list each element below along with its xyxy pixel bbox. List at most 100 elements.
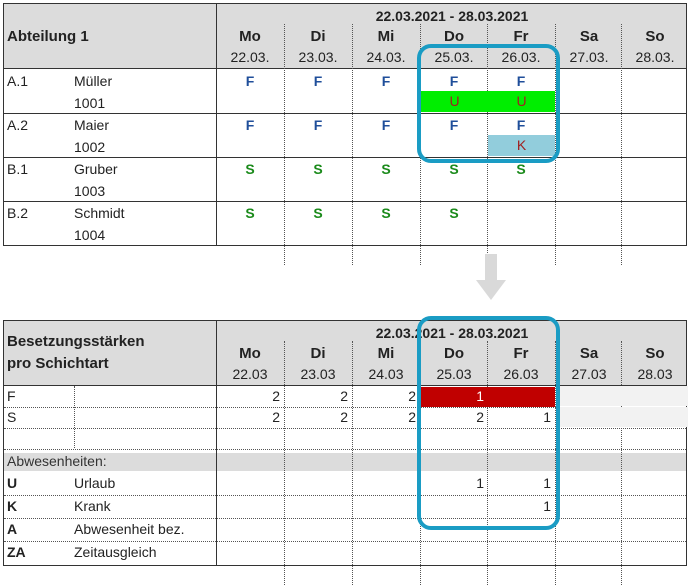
alert-cell: [421, 387, 488, 407]
employee-id: 1004: [74, 227, 106, 243]
day-date: 24.03: [368, 366, 404, 382]
employee-code: B.2: [7, 205, 29, 221]
day-date: 28.03: [637, 366, 673, 382]
shift-cell[interactable]: F: [381, 73, 391, 89]
shift-cell[interactable]: F: [313, 73, 323, 89]
absence-code: K: [7, 498, 18, 514]
shift-cell[interactable]: S: [449, 161, 459, 177]
day-date: 26.03: [503, 366, 539, 382]
day-name: Di: [310, 28, 326, 45]
employee-name: Maier: [74, 117, 110, 133]
employee-name: Schmidt: [74, 205, 125, 221]
row-divider: [4, 113, 686, 114]
count-cell[interactable]: 2: [408, 388, 416, 404]
department-title: Abteilung 1: [7, 28, 89, 45]
absence-label: Urlaub: [74, 475, 116, 491]
absence-label: Abwesenheit bez.: [74, 521, 185, 537]
count-cell[interactable]: 1: [476, 388, 484, 404]
row-divider: [4, 157, 686, 158]
count-cell[interactable]: 2: [340, 388, 348, 404]
column-divider: [216, 321, 217, 565]
staffing-table: Besetzungsstärken pro Schichtart 22.03.2…: [3, 320, 688, 585]
count-cell[interactable]: 2: [340, 409, 348, 425]
column-divider: [352, 341, 353, 585]
day-name: So: [645, 345, 665, 362]
column-divider: [216, 4, 217, 245]
column-divider: [487, 341, 488, 585]
day-name: Mo: [239, 28, 261, 45]
shift-cell[interactable]: S: [313, 205, 323, 221]
highlight-box-top: [417, 44, 560, 163]
day-date: 22.03.: [230, 49, 270, 65]
count-cell[interactable]: 1: [543, 409, 551, 425]
absence-cell[interactable]: U: [488, 91, 555, 112]
day-name: Mo: [239, 345, 261, 362]
day-date: 24.03.: [366, 49, 406, 65]
column-divider: [74, 386, 75, 448]
shift-cell[interactable]: S: [381, 205, 391, 221]
count-cell[interactable]: 2: [476, 409, 484, 425]
shift-code: S: [7, 409, 17, 425]
employee-code: B.1: [7, 161, 29, 177]
shift-cell[interactable]: F: [381, 117, 391, 133]
absence-cell[interactable]: K: [488, 135, 555, 156]
count-cell[interactable]: 2: [272, 388, 280, 404]
column-divider: [284, 24, 285, 265]
down-arrow-icon: [476, 254, 506, 300]
count-cell[interactable]: 2: [272, 409, 280, 425]
column-divider: [284, 341, 285, 585]
day-date: 23.03: [300, 366, 336, 382]
weekend-cell: [556, 386, 622, 406]
day-date: 22.03: [232, 366, 268, 382]
shift-cell[interactable]: F: [516, 73, 526, 89]
count-cell[interactable]: 1: [476, 475, 484, 491]
shift-cell[interactable]: F: [245, 117, 255, 133]
alert-cell: [488, 387, 555, 407]
absence-code: ZA: [7, 544, 26, 560]
row-divider: [4, 495, 686, 496]
row-divider: [4, 541, 686, 542]
day-date: 27.03.: [569, 49, 609, 65]
row-divider: [4, 407, 686, 408]
shift-cell[interactable]: F: [245, 73, 255, 89]
absence-cell[interactable]: U: [421, 91, 488, 112]
employee-name: Gruber: [74, 161, 118, 177]
absence-label: Krank: [74, 498, 111, 514]
shift-cell[interactable]: S: [449, 205, 459, 221]
shift-cell[interactable]: S: [313, 161, 323, 177]
column-divider: [621, 24, 622, 265]
shift-cell[interactable]: F: [449, 117, 459, 133]
employee-code: A.2: [7, 117, 29, 133]
shift-cell[interactable]: S: [245, 205, 255, 221]
count-cell[interactable]: 2: [408, 409, 416, 425]
count-cell[interactable]: 1: [543, 475, 551, 491]
row-divider: [4, 518, 686, 519]
employee-name: Müller: [74, 73, 113, 89]
day-date: 28.03.: [635, 49, 675, 65]
staffing-header: [4, 321, 686, 386]
day-name: Sa: [579, 345, 599, 362]
shift-cell[interactable]: F: [449, 73, 459, 89]
employee-id: 1001: [74, 95, 106, 111]
day-date: 25.03.: [434, 49, 474, 65]
employee-code: A.1: [7, 73, 29, 89]
absence-label: Zeitausgleich: [74, 544, 157, 560]
day-name: Do: [444, 28, 464, 45]
day-name: Mi: [377, 28, 395, 45]
column-divider: [487, 24, 488, 265]
shift-cell[interactable]: S: [245, 161, 255, 177]
row-divider: [4, 449, 686, 450]
shift-cell[interactable]: S: [516, 161, 526, 177]
day-date: 27.03: [571, 366, 607, 382]
row-divider: [4, 201, 686, 202]
staffing-title-line1: Besetzungsstärken: [7, 333, 145, 350]
shift-cell[interactable]: F: [516, 117, 526, 133]
shift-cell[interactable]: F: [313, 117, 323, 133]
weekend-cell: [622, 407, 688, 427]
count-cell[interactable]: 1: [543, 498, 551, 514]
day-name: Di: [310, 345, 326, 362]
day-name: Sa: [579, 28, 599, 45]
date-range: 22.03.2021 - 28.03.2021: [375, 8, 529, 24]
shift-cell[interactable]: S: [381, 161, 391, 177]
staffing-title-line2: pro Schichtart: [7, 355, 109, 372]
